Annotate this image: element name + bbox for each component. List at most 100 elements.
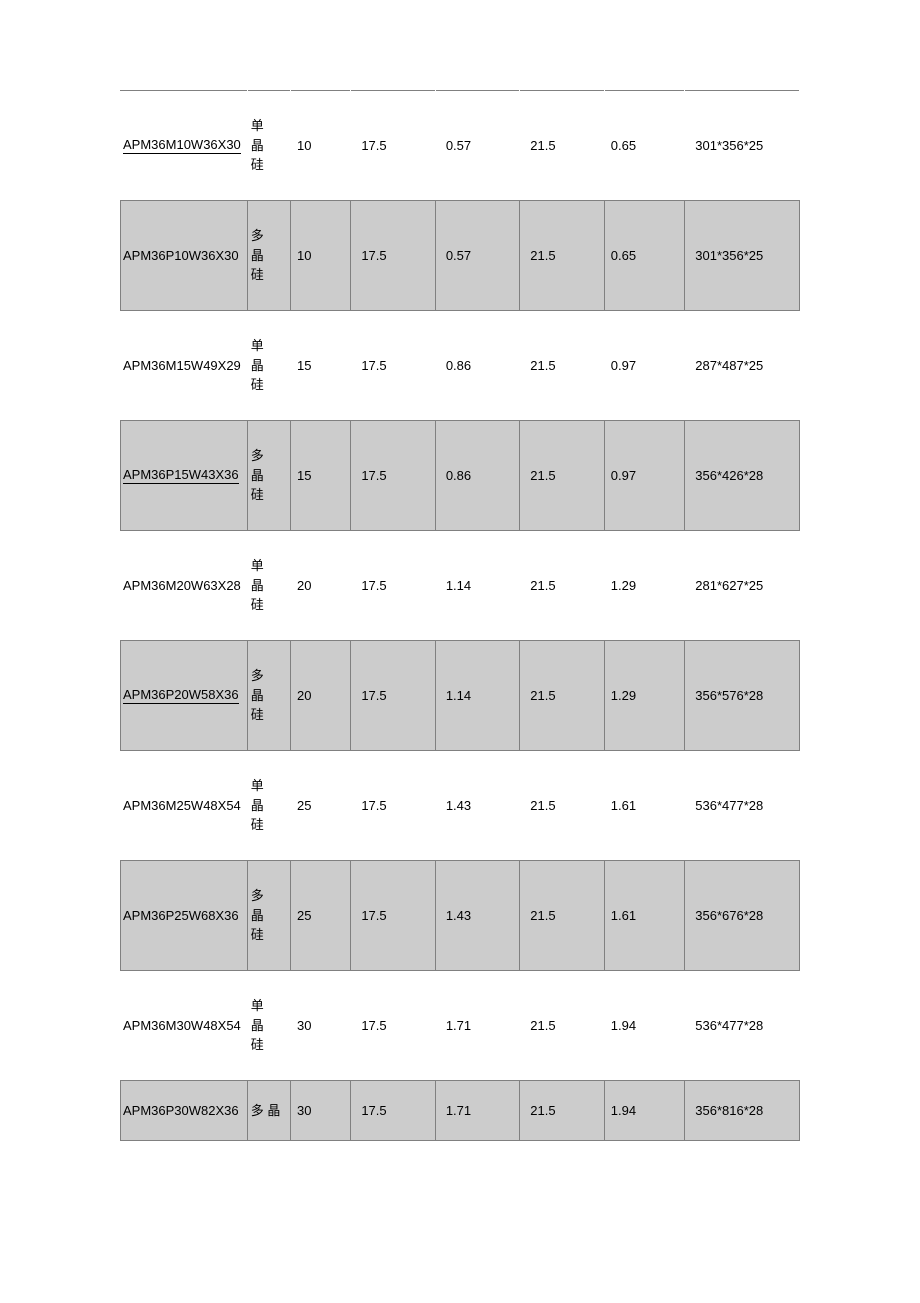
type-char: 单 bbox=[251, 996, 287, 1016]
c6-value: 21.5 bbox=[530, 1018, 555, 1033]
cell-model: APM36M25W48X54 bbox=[121, 751, 248, 861]
cell-c4: 17.5 bbox=[351, 1081, 435, 1141]
cell-c6: 21.5 bbox=[520, 971, 604, 1081]
c7-value: 1.61 bbox=[611, 908, 636, 923]
cell-type: 多 晶 bbox=[247, 1081, 290, 1141]
c6-value: 21.5 bbox=[530, 1103, 555, 1118]
cell-c3: 15 bbox=[290, 421, 350, 531]
c4-value: 17.5 bbox=[361, 468, 386, 483]
model-text: APM36P15W43X36 bbox=[123, 467, 239, 484]
type-char: 硅 bbox=[251, 705, 287, 725]
cell-c3: 30 bbox=[290, 971, 350, 1081]
cell-c4: 17.5 bbox=[351, 861, 435, 971]
cell-c3: 20 bbox=[290, 641, 350, 751]
type-char: 单 bbox=[251, 116, 287, 136]
type-char: 晶 bbox=[251, 686, 287, 706]
type-char: 晶 bbox=[251, 796, 287, 816]
c5-value: 1.71 bbox=[446, 1018, 471, 1033]
c5-value: 1.43 bbox=[446, 798, 471, 813]
type-char: 硅 bbox=[251, 265, 287, 285]
c3-value: 25 bbox=[297, 908, 311, 923]
c8-value: 356*816*28 bbox=[695, 1103, 763, 1118]
c3-value: 30 bbox=[297, 1018, 311, 1033]
c8-value: 301*356*25 bbox=[695, 248, 763, 263]
c6-value: 21.5 bbox=[530, 358, 555, 373]
cell-c6: 21.5 bbox=[520, 421, 604, 531]
c3-value: 10 bbox=[297, 248, 311, 263]
c8-value: 536*477*28 bbox=[695, 1018, 763, 1033]
c7-value: 1.29 bbox=[611, 578, 636, 593]
c3-value: 15 bbox=[297, 468, 311, 483]
cell-c3: 10 bbox=[290, 91, 350, 201]
type-char: 单 bbox=[251, 776, 287, 796]
c7-value: 0.65 bbox=[611, 248, 636, 263]
c6-value: 21.5 bbox=[530, 468, 555, 483]
cell-c8: 536*477*28 bbox=[685, 751, 800, 861]
cell-c6: 21.5 bbox=[520, 1081, 604, 1141]
c6-value: 21.5 bbox=[530, 578, 555, 593]
c4-value: 17.5 bbox=[361, 798, 386, 813]
cell-c8: 356*676*28 bbox=[685, 861, 800, 971]
cell-type: 多晶硅 bbox=[247, 641, 290, 751]
cell-model: APM36P30W82X36 bbox=[121, 1081, 248, 1141]
type-char: 晶 bbox=[251, 1016, 287, 1036]
c7-value: 1.94 bbox=[611, 1018, 636, 1033]
cell-model: APM36M30W48X54 bbox=[121, 971, 248, 1081]
cell-model: APM36P15W43X36 bbox=[121, 421, 248, 531]
type-char: 硅 bbox=[251, 815, 287, 835]
c6-value: 21.5 bbox=[530, 798, 555, 813]
cell-c4: 17.5 bbox=[351, 971, 435, 1081]
cell-c3: 25 bbox=[290, 751, 350, 861]
cell-c4: 17.5 bbox=[351, 91, 435, 201]
c7-value: 0.97 bbox=[611, 468, 636, 483]
cell-c7: 1.61 bbox=[604, 861, 684, 971]
c8-value: 536*477*28 bbox=[695, 798, 763, 813]
cell-c4: 17.5 bbox=[351, 421, 435, 531]
cell-c3: 15 bbox=[290, 311, 350, 421]
model-text: APM36M20W63X28 bbox=[123, 578, 241, 593]
cell-c7: 0.97 bbox=[604, 311, 684, 421]
c8-value: 301*356*25 bbox=[695, 138, 763, 153]
cell-model: APM36M15W49X29 bbox=[121, 311, 248, 421]
type-char: 多 bbox=[251, 226, 287, 246]
cell-type: 单晶硅 bbox=[247, 751, 290, 861]
c6-value: 21.5 bbox=[530, 138, 555, 153]
cell-c7: 1.61 bbox=[604, 751, 684, 861]
type-char: 多 bbox=[251, 886, 287, 906]
page: APM36M10W36X30单晶硅1017.50.5721.50.65301*3… bbox=[0, 0, 920, 1141]
c5-value: 0.86 bbox=[446, 358, 471, 373]
cell-c5: 1.43 bbox=[435, 751, 519, 861]
cell-type: 单晶硅 bbox=[247, 311, 290, 421]
table-row: APM36P25W68X36多晶硅2517.51.4321.51.61356*6… bbox=[121, 861, 800, 971]
cell-c5: 0.86 bbox=[435, 421, 519, 531]
cell-c3: 20 bbox=[290, 531, 350, 641]
c4-value: 17.5 bbox=[361, 1103, 386, 1118]
type-char: 单 bbox=[251, 336, 287, 356]
cell-model: APM36P10W36X30 bbox=[121, 201, 248, 311]
model-text: APM36P10W36X30 bbox=[123, 248, 239, 263]
cell-c7: 0.97 bbox=[604, 421, 684, 531]
cell-c8: 356*426*28 bbox=[685, 421, 800, 531]
type-char: 晶 bbox=[251, 246, 287, 266]
cell-c8: 281*627*25 bbox=[685, 531, 800, 641]
cell-type: 多晶硅 bbox=[247, 201, 290, 311]
cell-c8: 356*576*28 bbox=[685, 641, 800, 751]
model-text: APM36M25W48X54 bbox=[123, 798, 241, 813]
model-text: APM36P25W68X36 bbox=[123, 908, 239, 923]
c6-value: 21.5 bbox=[530, 248, 555, 263]
table-row: APM36M15W49X29单晶硅1517.50.8621.50.97287*4… bbox=[121, 311, 800, 421]
spec-table: APM36M10W36X30单晶硅1017.50.5721.50.65301*3… bbox=[120, 90, 800, 1141]
model-text: APM36M15W49X29 bbox=[123, 358, 241, 373]
model-text: APM36M30W48X54 bbox=[123, 1018, 241, 1033]
cell-c6: 21.5 bbox=[520, 91, 604, 201]
type-char: 晶 bbox=[251, 356, 287, 376]
table-row: APM36M10W36X30单晶硅1017.50.5721.50.65301*3… bbox=[121, 91, 800, 201]
type-char: 硅 bbox=[251, 485, 287, 505]
c5-value: 1.14 bbox=[446, 578, 471, 593]
table-row: APM36M20W63X28单晶硅2017.51.1421.51.29281*6… bbox=[121, 531, 800, 641]
c8-value: 356*576*28 bbox=[695, 688, 763, 703]
c8-value: 287*487*25 bbox=[695, 358, 763, 373]
table-row: APM36M25W48X54 单晶硅 25 17.5 1.43 21.5 1.61 536*4… bbox=[121, 751, 800, 861]
c3-value: 25 bbox=[297, 798, 311, 813]
c8-value: 356*676*28 bbox=[695, 908, 763, 923]
